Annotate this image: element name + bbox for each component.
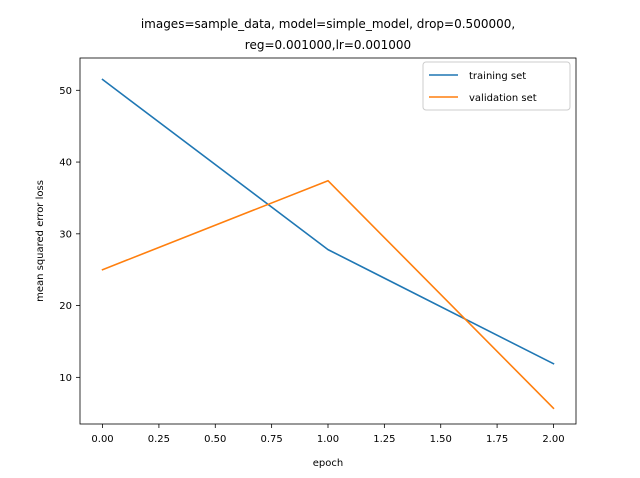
y-tick-label: 30 — [59, 229, 72, 240]
y-tick-label: 50 — [59, 86, 72, 97]
legend: training set validation set — [422, 61, 571, 111]
y-axis-label: mean squared error loss — [35, 180, 46, 302]
x-tick-label: 1.00 — [317, 434, 339, 445]
legend-label-training: training set — [469, 71, 526, 82]
x-axis-label: epoch — [313, 458, 343, 469]
plot-area-frame — [79, 57, 577, 425]
legend-label-validation: validation set — [469, 93, 537, 104]
y-tick-label: 10 — [59, 373, 72, 384]
series-lines — [101, 78, 555, 410]
x-tick-label: 0.75 — [261, 434, 283, 445]
series-line-training-set — [101, 78, 555, 365]
x-tick-label: 2.00 — [542, 434, 564, 445]
x-tick-label: 0.25 — [148, 434, 170, 445]
chart-title: images=sample_data, model=simple_model, … — [141, 17, 515, 52]
x-tick-label: 1.25 — [373, 434, 395, 445]
x-axis-ticks: 0.00 0.25 0.50 0.75 1.00 1.25 1.50 1.75 2.00 — [91, 424, 565, 445]
x-tick-label: 1.75 — [486, 434, 508, 445]
chart-title-line-1: images=sample_data, model=simple_model, … — [141, 17, 515, 31]
y-tick-label: 20 — [59, 301, 72, 312]
x-tick-label: 1.50 — [430, 434, 452, 445]
x-tick-label: 0.50 — [204, 434, 226, 445]
y-axis-ticks: 10 20 30 40 50 — [59, 86, 80, 384]
x-tick-label: 0.00 — [91, 434, 113, 445]
series-line-validation-set — [101, 179, 555, 410]
legend-box — [422, 61, 571, 111]
chart-title-line-2: reg=0.001000,lr=0.001000 — [245, 38, 411, 52]
y-tick-label: 40 — [59, 158, 72, 169]
